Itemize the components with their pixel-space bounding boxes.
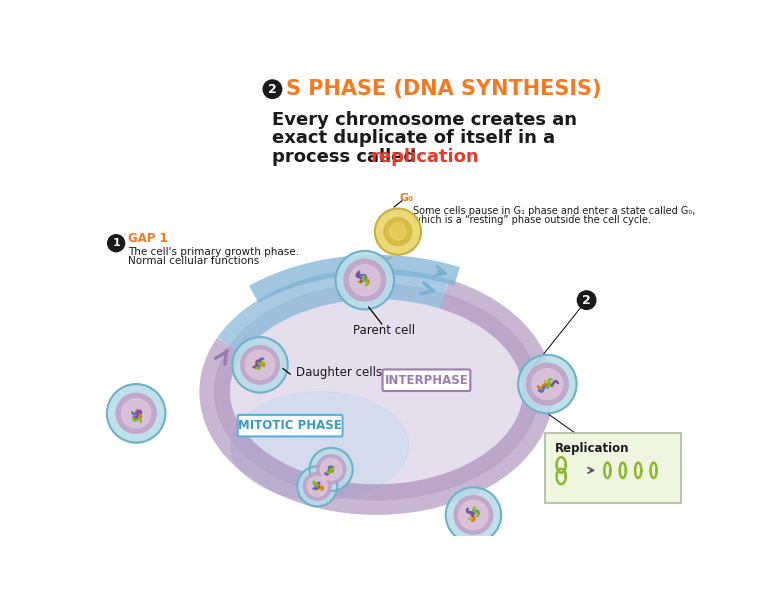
Text: Parent cell: Parent cell [353,324,415,337]
Text: MITOTIC PHASE: MITOTIC PHASE [238,419,342,432]
Circle shape [454,495,492,534]
Circle shape [446,487,501,543]
Text: 2: 2 [582,294,591,306]
Circle shape [344,259,386,301]
Text: Replication: Replication [555,442,629,455]
Text: replication: replication [370,147,479,166]
Text: S PHASE (DNA SYNTHESIS): S PHASE (DNA SYNTHESIS) [286,79,602,99]
Circle shape [310,448,352,491]
Ellipse shape [215,284,538,500]
Text: G₀: G₀ [399,193,414,203]
Circle shape [303,473,331,500]
Text: Daughter cells: Daughter cells [296,366,383,379]
Text: Some cells pause in G₁ phase and enter a state called G₀,: Some cells pause in G₁ phase and enter a… [413,206,696,216]
FancyBboxPatch shape [383,370,471,391]
Text: The cell's primary growth phase.: The cell's primary growth phase. [128,247,300,257]
Circle shape [390,223,406,240]
FancyBboxPatch shape [238,415,342,436]
Circle shape [532,368,562,400]
Circle shape [107,384,166,442]
Circle shape [577,291,596,309]
Text: 1: 1 [112,238,120,248]
Circle shape [527,363,568,405]
Circle shape [317,455,345,484]
Circle shape [384,218,412,246]
Text: 2: 2 [268,82,277,96]
Text: Every chromosome creates an: Every chromosome creates an [272,111,577,129]
Circle shape [459,500,488,530]
Circle shape [121,399,151,428]
Text: which is a “resting” phase outside the cell cycle.: which is a “resting” phase outside the c… [413,216,651,226]
Circle shape [263,80,282,98]
Circle shape [518,355,576,414]
Text: GAP 1: GAP 1 [128,232,168,245]
Ellipse shape [231,392,408,500]
Text: Normal cellular functions: Normal cellular functions [128,255,260,265]
Circle shape [297,467,338,506]
Circle shape [245,350,275,379]
Circle shape [375,208,421,255]
Circle shape [116,393,156,433]
Circle shape [307,476,328,497]
Text: INTERPHASE: INTERPHASE [384,374,468,386]
Circle shape [240,346,279,384]
Circle shape [335,251,394,309]
Text: process called: process called [272,147,423,166]
Circle shape [349,265,380,296]
Circle shape [107,235,124,252]
Circle shape [321,459,342,480]
Text: exact duplicate of itself in a: exact duplicate of itself in a [272,129,555,147]
Circle shape [233,337,288,393]
FancyBboxPatch shape [545,433,682,503]
